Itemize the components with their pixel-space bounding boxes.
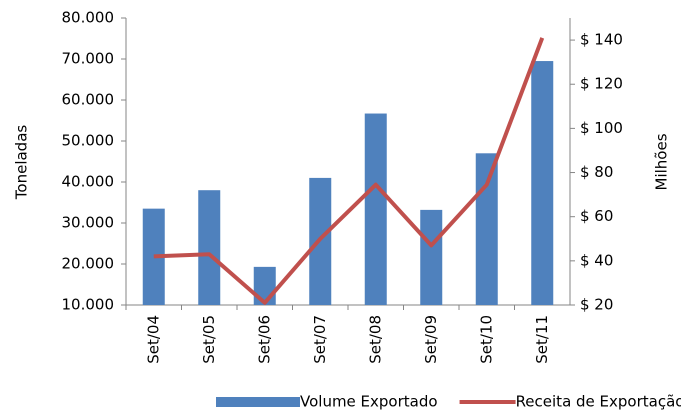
bar <box>142 208 165 305</box>
x-tick-label: Set/10 <box>477 315 495 364</box>
x-tick-label: Set/07 <box>311 315 329 364</box>
bar <box>420 209 443 305</box>
y-tick-label: 20.000 <box>62 255 115 273</box>
bar <box>198 190 221 305</box>
y-tick-label: 70.000 <box>62 50 115 68</box>
y-axis-title: Toneladas <box>13 125 31 201</box>
y2-tick-label: $ 120 <box>580 75 623 93</box>
bar <box>475 153 498 305</box>
bar <box>364 113 387 305</box>
legend-swatch <box>216 397 300 407</box>
y-tick-label: 10.000 <box>62 296 115 314</box>
bar <box>531 61 554 305</box>
y2-tick-label: $ 140 <box>580 31 623 49</box>
y2-tick-label: $ 40 <box>580 251 613 269</box>
y-tick-label: 50.000 <box>62 132 115 150</box>
y2-tick-label: $ 100 <box>580 119 623 137</box>
bar <box>253 266 276 305</box>
line <box>153 37 545 305</box>
x-tick-label: Set/08 <box>366 315 384 364</box>
y2-tick-label: $ 60 <box>580 207 613 225</box>
x-tick-label: Set/05 <box>200 315 218 364</box>
y2-tick-label: $ 80 <box>580 163 613 181</box>
legend-label: Volume Exportado <box>300 393 438 411</box>
y-tick-label: 80.000 <box>62 9 115 27</box>
y-tick-label: 60.000 <box>62 91 115 109</box>
y-tick-label: 30.000 <box>62 214 115 232</box>
y-tick-label: 40.000 <box>62 173 115 191</box>
x-tick-label: Set/04 <box>144 315 162 364</box>
x-tick-label: Set/06 <box>255 315 273 364</box>
x-tick-label: Set/11 <box>533 315 551 364</box>
y2-axis-title: Milhões <box>653 133 671 190</box>
x-tick-label: Set/09 <box>422 315 440 364</box>
y2-tick-label: $ 20 <box>580 296 613 314</box>
legend-label: Receita de Exportação <box>516 393 681 411</box>
